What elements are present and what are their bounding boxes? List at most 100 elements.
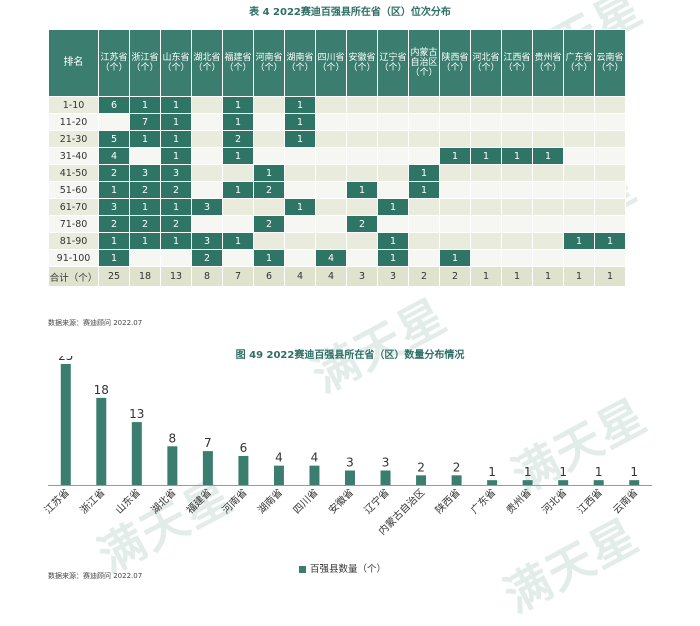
total-cell: 6 xyxy=(253,266,285,287)
province-column-header: 江苏省（个） xyxy=(98,29,130,97)
count-cell: 1 xyxy=(408,181,440,199)
count-cell: 1 xyxy=(160,198,192,216)
count-cell: 1 xyxy=(160,232,192,250)
count-cell: 2 xyxy=(222,130,254,148)
count-cell: 1 xyxy=(129,130,161,148)
count-cell xyxy=(315,147,347,165)
count-cell: 3 xyxy=(98,198,130,216)
province-column-header: 河南省（个） xyxy=(253,29,285,97)
count-cell xyxy=(315,164,347,182)
count-cell xyxy=(470,198,502,216)
province-column-header: 内蒙古自治区（个） xyxy=(408,29,440,97)
count-cell: 1 xyxy=(408,164,440,182)
count-cell xyxy=(563,215,595,233)
rank-column-header: 排名 xyxy=(48,29,99,97)
count-cell xyxy=(191,164,223,182)
x-tick-label: 云南省 xyxy=(610,486,640,516)
count-cell xyxy=(191,96,223,114)
count-cell xyxy=(346,96,378,114)
count-cell xyxy=(439,113,471,131)
count-cell xyxy=(532,198,564,216)
x-tick-label: 福建省 xyxy=(184,486,214,516)
count-cell: 1 xyxy=(222,96,254,114)
count-cell: 2 xyxy=(346,215,378,233)
x-tick-label: 浙江省 xyxy=(77,486,107,516)
count-cell xyxy=(594,249,626,267)
count-cell xyxy=(470,181,502,199)
rank-range-cell: 21-30 xyxy=(48,130,99,148)
count-cell xyxy=(532,96,564,114)
count-cell xyxy=(377,164,409,182)
x-tick-label: 江西省 xyxy=(574,486,604,516)
count-cell: 2 xyxy=(160,215,192,233)
rank-distribution-table: 排名 江苏省（个） 浙江省（个） 山东省（个） 湖北省（个） 福建省（个） 河南省（个）湖… xyxy=(48,29,626,287)
count-cell xyxy=(284,215,316,233)
data-label: 1 xyxy=(559,465,567,479)
count-cell xyxy=(594,147,626,165)
bar xyxy=(202,451,213,485)
count-cell xyxy=(439,232,471,250)
count-cell xyxy=(501,215,533,233)
count-cell: 1 xyxy=(284,198,316,216)
data-label: 4 xyxy=(311,451,319,465)
province-column-header: 河北省（个） xyxy=(470,29,502,97)
count-cell xyxy=(563,147,595,165)
chart-legend: 百强县数量（个） xyxy=(299,561,386,575)
count-cell: 2 xyxy=(191,249,223,267)
total-cell: 1 xyxy=(563,266,595,287)
table-row: 71-80 2 2 2 2 2 xyxy=(48,215,626,233)
table-row: 21-30 5 1 1 2 1 xyxy=(48,130,626,148)
count-cell xyxy=(439,198,471,216)
province-column-header: 安徽省（个） xyxy=(346,29,378,97)
total-cell: 4 xyxy=(315,266,347,287)
bar xyxy=(60,364,71,485)
rank-range-cell: 91-100 xyxy=(48,249,99,267)
count-cell: 6 xyxy=(98,96,130,114)
legend-label: 百强县数量（个） xyxy=(310,564,387,575)
count-cell xyxy=(377,96,409,114)
count-cell xyxy=(346,232,378,250)
bar xyxy=(131,422,142,485)
count-cell: 2 xyxy=(98,215,130,233)
table-row: 51-60 1 2 2 1 2 1 1 xyxy=(48,181,626,199)
total-cell: 25 xyxy=(98,266,130,287)
count-cell: 1 xyxy=(160,147,192,165)
count-cell xyxy=(253,113,285,131)
count-cell: 1 xyxy=(284,113,316,131)
count-cell: 1 xyxy=(594,232,626,250)
count-cell: 2 xyxy=(253,181,285,199)
count-cell xyxy=(501,130,533,148)
count-cell xyxy=(501,181,533,199)
count-cell xyxy=(315,130,347,148)
x-tick-label: 江苏省 xyxy=(41,486,71,516)
count-cell xyxy=(284,249,316,267)
count-cell xyxy=(346,130,378,148)
total-cell: 1 xyxy=(470,266,502,287)
count-cell: 1 xyxy=(129,96,161,114)
count-cell: 1 xyxy=(470,147,502,165)
count-cell: 1 xyxy=(377,198,409,216)
count-cell xyxy=(346,164,378,182)
count-cell xyxy=(346,113,378,131)
count-cell xyxy=(191,181,223,199)
bar xyxy=(96,397,107,485)
count-cell xyxy=(253,130,285,148)
count-cell: 3 xyxy=(160,164,192,182)
count-cell: 2 xyxy=(129,215,161,233)
count-cell xyxy=(470,164,502,182)
count-cell: 1 xyxy=(253,164,285,182)
count-cell xyxy=(253,198,285,216)
table-header-row: 排名 江苏省（个） 浙江省（个） 山东省（个） 湖北省（个） 福建省（个） 河南省（个）湖… xyxy=(48,29,626,97)
count-cell: 4 xyxy=(315,249,347,267)
count-cell xyxy=(532,181,564,199)
count-cell xyxy=(191,147,223,165)
total-cell: 3 xyxy=(346,266,378,287)
count-cell xyxy=(408,215,440,233)
count-cell: 1 xyxy=(160,96,192,114)
province-column-header: 湖北省（个） xyxy=(191,29,223,97)
count-cell xyxy=(594,130,626,148)
count-cell xyxy=(222,198,254,216)
total-cell: 8 xyxy=(191,266,223,287)
count-cell: 1 xyxy=(222,181,254,199)
count-cell xyxy=(470,215,502,233)
